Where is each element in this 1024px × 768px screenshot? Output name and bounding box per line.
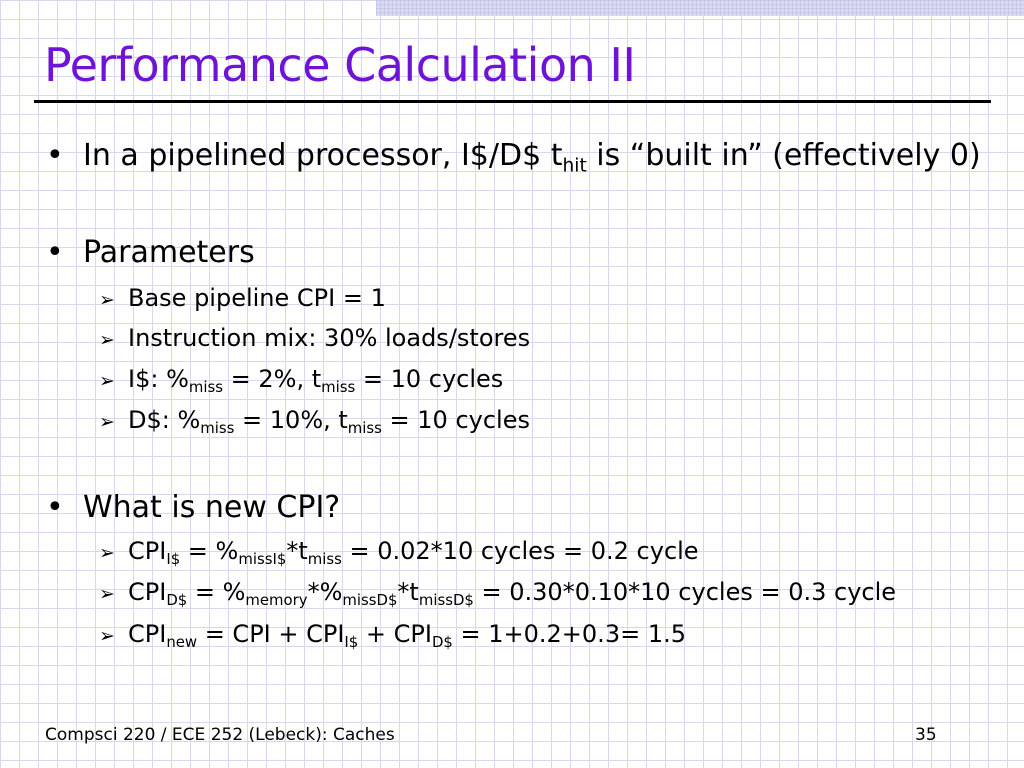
page-number: 35 (915, 725, 937, 745)
bullet-parameters: • Parameters (46, 235, 255, 270)
bullet-thit: • In a pipelined processor, I$/D$ thit i… (46, 138, 981, 177)
arrow-bullet-icon: ➢ (99, 542, 115, 564)
param-text: Base pipeline CPI = 1 (128, 284, 386, 312)
calc-cpi-icache: ➢ CPII$ = %missI$*tmiss = 0.02*10 cycles… (99, 537, 699, 569)
arrow-bullet-icon: ➢ (99, 329, 115, 351)
decorative-corner-band (376, 0, 1024, 16)
calc-text: CPInew = CPI + CPII$ + CPID$ = 1+0.2+0.3… (128, 620, 686, 652)
slide-title: Performance Calculation II (44, 38, 636, 92)
bullet-text: In a pipelined processor, I$/D$ thit is … (83, 138, 981, 177)
param-icache: ➢ I$: %miss = 2%, tmiss = 10 cycles (99, 365, 504, 397)
bullet-text: Parameters (83, 235, 255, 270)
bullet-dot-icon: • (46, 235, 64, 270)
calc-text: CPID$ = %memory*%missD$*tmissD$ = 0.30*0… (128, 578, 897, 610)
arrow-bullet-icon: ➢ (99, 370, 115, 392)
bullet-new-cpi: • What is new CPI? (46, 490, 340, 525)
calc-text: CPII$ = %missI$*tmiss = 0.02*10 cycles =… (128, 537, 699, 569)
calc-cpi-dcache: ➢ CPID$ = %memory*%missD$*tmissD$ = 0.30… (99, 578, 897, 610)
arrow-bullet-icon: ➢ (99, 289, 115, 311)
param-base-cpi: ➢ Base pipeline CPI = 1 (99, 284, 386, 312)
param-instruction-mix: ➢ Instruction mix: 30% loads/stores (99, 324, 530, 352)
arrow-bullet-icon: ➢ (99, 583, 115, 605)
calc-cpi-new: ➢ CPInew = CPI + CPII$ + CPID$ = 1+0.2+0… (99, 620, 686, 652)
footer-course: Compsci 220 / ECE 252 (Lebeck): Caches (45, 725, 395, 745)
param-text: D$: %miss = 10%, tmiss = 10 cycles (128, 406, 530, 438)
title-divider (34, 100, 991, 103)
arrow-bullet-icon: ➢ (99, 625, 115, 647)
arrow-bullet-icon: ➢ (99, 411, 115, 433)
param-dcache: ➢ D$: %miss = 10%, tmiss = 10 cycles (99, 406, 530, 438)
bullet-text: What is new CPI? (83, 490, 341, 525)
bullet-dot-icon: • (46, 138, 64, 173)
param-text: Instruction mix: 30% loads/stores (128, 324, 531, 352)
bullet-dot-icon: • (46, 490, 64, 525)
param-text: I$: %miss = 2%, tmiss = 10 cycles (128, 365, 504, 397)
